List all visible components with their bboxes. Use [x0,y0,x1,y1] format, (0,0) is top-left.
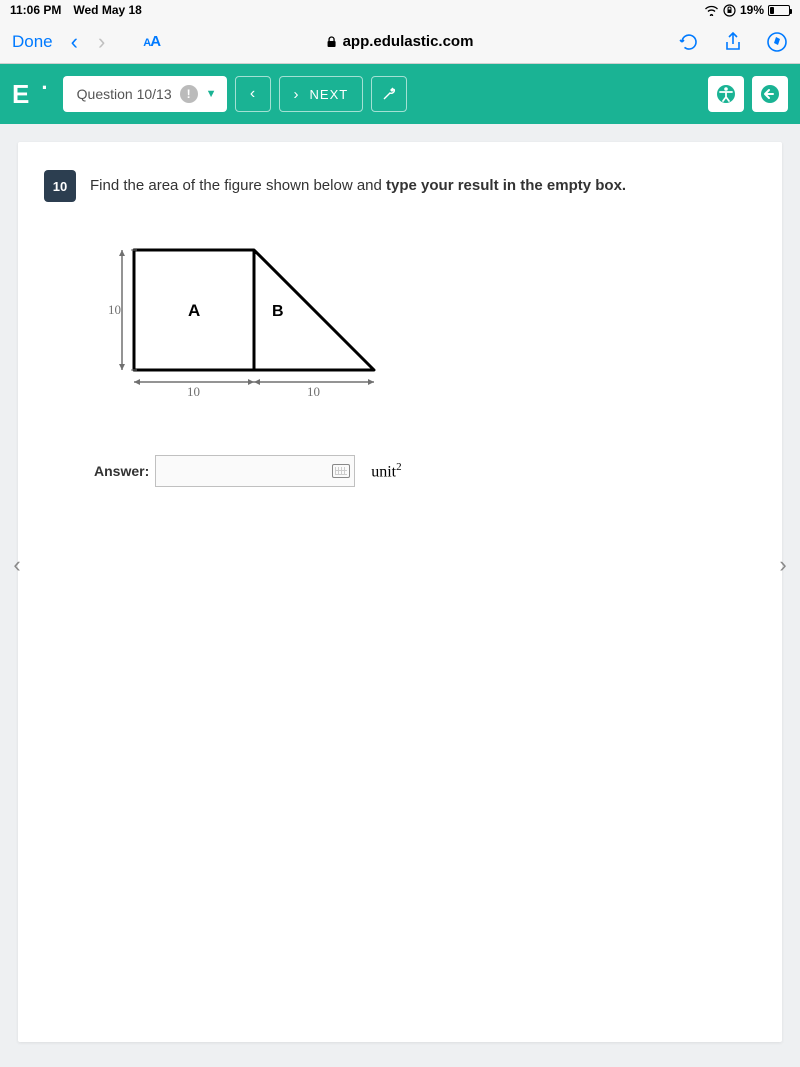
keypad-icon[interactable] [332,464,350,478]
accessibility-icon [716,84,736,104]
app-logo-dot: · [41,75,48,101]
battery-icon [768,5,790,16]
alert-icon: ! [180,85,198,103]
exit-button[interactable] [752,76,788,112]
question-number-badge: 10 [44,170,76,202]
chevron-down-icon: ▼ [206,88,217,100]
svg-text:B: B [272,303,284,320]
back-arrow-icon [760,84,780,104]
chevron-right-icon: › [294,86,300,103]
question-card: 10 Find the area of the figure shown bel… [18,142,782,1042]
figure: 10 10 10 A B [104,240,756,415]
question-indicator-text: Question 10/13 [77,86,172,102]
answer-input[interactable] [155,455,355,487]
orientation-lock-icon [723,4,736,17]
svg-text:10: 10 [187,384,200,399]
answer-label: Answer: [94,463,149,479]
done-button[interactable]: Done [12,32,53,52]
question-selector[interactable]: Question 10/13 ! ▼ [63,76,227,112]
content-area: 10 Find the area of the figure shown bel… [0,124,800,1060]
safari-toolbar: Done ‹ › AA app.edulastic.com [0,20,800,64]
answer-row: Answer: unit2 [94,455,756,487]
wrench-icon [381,86,397,102]
share-icon[interactable] [722,31,744,53]
next-question-button[interactable]: › NEXT [279,76,364,112]
wifi-icon [704,5,719,16]
svg-text:10: 10 [108,302,121,317]
reload-icon[interactable] [678,31,700,53]
page-next-nav[interactable]: › [768,550,798,580]
unit-base: unit [371,463,396,480]
svg-text:10: 10 [307,384,320,399]
next-label: NEXT [310,87,349,102]
lock-icon [327,36,337,48]
unit-label: unit2 [371,461,401,481]
back-button[interactable]: ‹ [61,29,88,55]
status-date: Wed May 18 [73,3,141,17]
svg-text:A: A [188,301,200,320]
question-text: Find the area of the figure shown below … [90,170,626,198]
compass-icon[interactable] [766,31,788,53]
status-bar: 11:06 PM Wed May 18 19% [0,0,800,20]
forward-button: › [88,29,115,55]
battery-pct: 19% [740,3,764,17]
status-time: 11:06 PM [10,3,61,17]
url-text: app.edulastic.com [343,33,474,50]
url-display[interactable]: app.edulastic.com [327,33,474,50]
page-prev-nav[interactable]: ‹ [2,550,32,580]
app-logo[interactable]: E [12,79,29,110]
app-header: E · Question 10/13 ! ▼ ‹ › NEXT [0,64,800,124]
unit-exp: 2 [396,461,402,473]
prev-question-button[interactable]: ‹ [235,76,271,112]
text-size-button[interactable]: AA [143,33,160,50]
geometry-figure: 10 10 10 A B [104,240,384,410]
tools-button[interactable] [371,76,407,112]
question-text-part1: Find the area of the figure shown below … [90,177,386,194]
question-text-bold: type your result in the empty box. [386,177,626,194]
accessibility-button[interactable] [708,76,744,112]
